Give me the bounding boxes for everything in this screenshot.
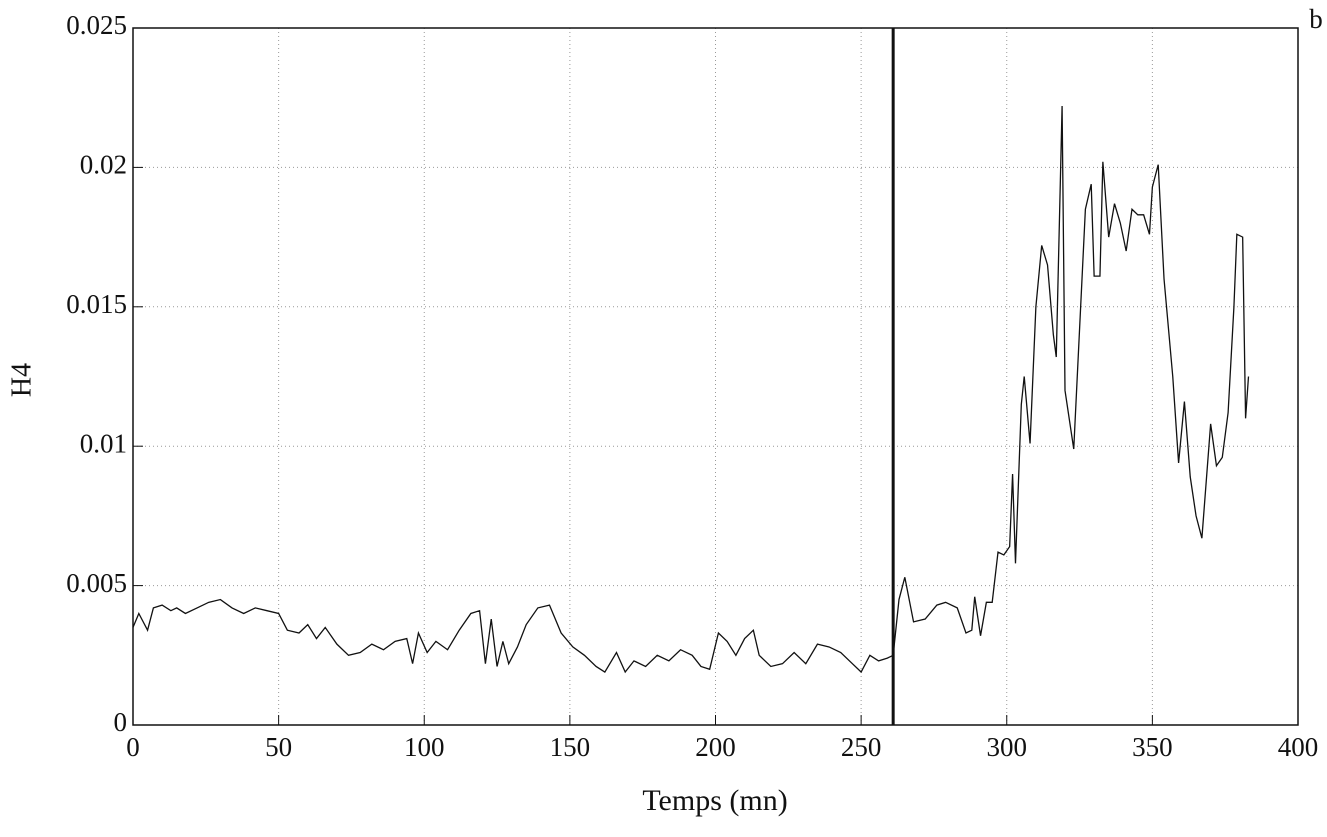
x-tick-label: 400 <box>1278 732 1319 762</box>
x-tick-label: 0 <box>126 732 140 762</box>
x-tick-label: 250 <box>841 732 882 762</box>
y-tick-label: 0.015 <box>66 289 127 319</box>
y-tick-label: 0.01 <box>80 428 127 458</box>
x-axis-label: Temps (mn) <box>642 784 787 817</box>
y-tick-label: 0.005 <box>66 568 127 598</box>
panel-label: b <box>1309 4 1323 34</box>
x-tick-label: 350 <box>1132 732 1173 762</box>
x-tick-label: 200 <box>695 732 736 762</box>
x-tick-label: 100 <box>404 732 445 762</box>
y-tick-label: 0 <box>114 707 128 737</box>
data-line <box>132 106 1250 674</box>
x-tick-label: 50 <box>265 732 292 762</box>
x-tick-label: 150 <box>550 732 591 762</box>
x-tick-label: 300 <box>987 732 1028 762</box>
y-tick-label: 0.02 <box>80 150 127 180</box>
y-axis-label: H4 <box>6 363 37 397</box>
plot-frame <box>132 27 1299 726</box>
y-tick-label: 0.025 <box>66 10 127 40</box>
